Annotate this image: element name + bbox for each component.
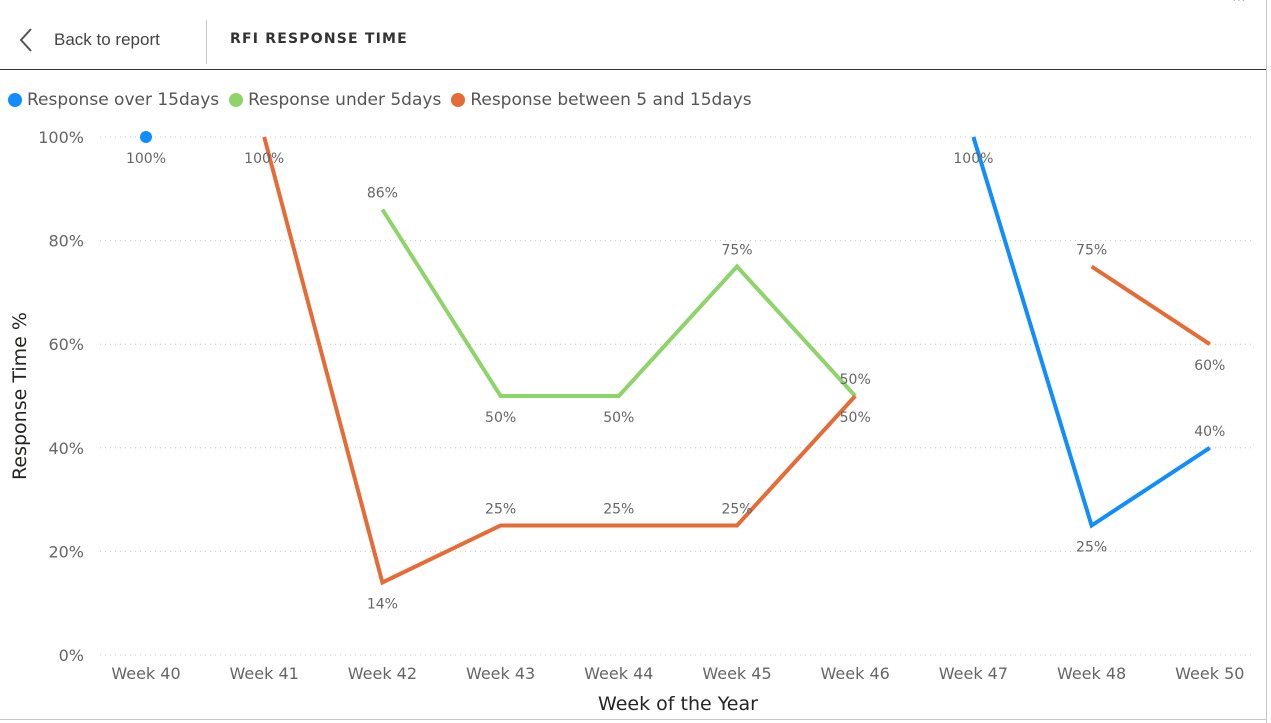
legend-item[interactable]: Response over 15days — [8, 90, 219, 110]
x-tick-label: Week 41 — [230, 664, 299, 683]
legend-marker — [451, 93, 466, 107]
canvas-border-bottom — [0, 719, 1266, 720]
data-label: 100% — [244, 151, 284, 167]
y-tick-label: 40% — [48, 439, 84, 458]
data-label: 86% — [367, 186, 398, 202]
data-label: 25% — [1076, 540, 1107, 556]
data-label: 50% — [840, 410, 871, 426]
data-label: 25% — [603, 502, 634, 518]
data-label: 14% — [367, 596, 398, 612]
y-tick-label: 80% — [48, 232, 84, 251]
legend-item[interactable]: Response under 5days — [229, 90, 441, 110]
x-tick-label: Week 45 — [702, 664, 771, 683]
series-line — [262, 136, 857, 586]
data-label: 60% — [1194, 358, 1225, 374]
x-tick-label: Week 47 — [939, 664, 1008, 683]
x-tick-label: Week 43 — [466, 664, 535, 683]
series-point — [140, 131, 152, 143]
series-line — [380, 208, 857, 398]
legend-label: Response over 15days — [27, 90, 220, 110]
y-axis-title: Response Time % — [9, 312, 31, 480]
y-tick-label: 60% — [48, 335, 84, 354]
x-tick-label: Week 40 — [111, 664, 180, 683]
data-label: 40% — [1194, 424, 1225, 440]
back-to-report-button[interactable]: Back to report — [18, 22, 160, 58]
y-tick-label: 20% — [48, 542, 84, 561]
series-line — [1090, 264, 1211, 346]
canvas-border — [1266, 0, 1267, 723]
legend-item[interactable]: Response between 5 and 15days — [451, 90, 752, 110]
x-axis-title: Week of the Year — [598, 693, 758, 715]
chevron-left-icon — [18, 27, 34, 53]
data-label: 50% — [603, 410, 634, 426]
data-label: 100% — [126, 151, 166, 167]
data-label: 50% — [485, 410, 516, 426]
back-label: Back to report — [54, 30, 160, 49]
x-tick-label: Week 50 — [1175, 664, 1244, 683]
data-label: 75% — [721, 243, 752, 259]
data-label: 50% — [840, 372, 871, 388]
legend-marker — [229, 93, 244, 107]
x-tick-label: Week 42 — [348, 664, 417, 683]
data-label: 100% — [953, 151, 993, 167]
page-title: RFI RESPONSE TIME — [230, 31, 408, 47]
data-label: 25% — [721, 502, 752, 518]
data-label: 75% — [1076, 243, 1107, 259]
legend-marker — [8, 93, 22, 107]
y-tick-label: 0% — [59, 646, 84, 665]
header-divider — [206, 20, 207, 64]
data-label: 25% — [485, 502, 516, 518]
series-line — [971, 136, 1211, 529]
more-options-icon[interactable]: ⋯ — [1232, 0, 1246, 8]
legend-label: Response under 5days — [248, 90, 442, 110]
report-header: Back to report RFI RESPONSE TIME ⋯ — [0, 0, 1266, 70]
legend-label: Response between 5 and 15days — [470, 90, 752, 110]
x-tick-label: Week 48 — [1057, 664, 1126, 683]
x-tick-label: Week 44 — [584, 664, 653, 683]
chart-legend: Response over 15days Response under 5days… — [8, 90, 762, 110]
y-tick-label: 100% — [38, 128, 84, 147]
x-tick-label: Week 46 — [821, 664, 890, 683]
